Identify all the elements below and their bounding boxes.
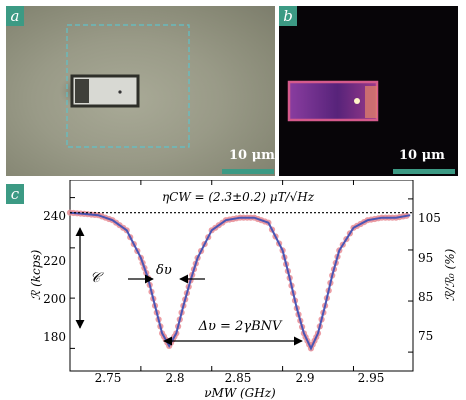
axis-ticks (69, 180, 413, 371)
optical-image-svg (59, 24, 190, 148)
y2-tick-label: 75 (418, 329, 433, 343)
y-tick-label: 240 (43, 209, 66, 223)
sensitivity-annotation: ηCW = (2.3±0.2) μT/√Hz (162, 190, 315, 204)
panel-c-label: c (6, 184, 24, 204)
x-tick-label: 2.8 (165, 371, 184, 385)
panel-a-label: a (6, 6, 24, 26)
panel-b-label: b (279, 6, 297, 26)
membrane-fluorescence (289, 82, 377, 120)
x-tick-label: 2.85 (225, 371, 252, 385)
x-tick-label: 2.75 (95, 371, 122, 385)
x-axis-label: νMW (GHz) (204, 386, 276, 400)
y2-tick-label: 85 (418, 290, 433, 304)
scan-region-box (66, 24, 190, 148)
fluorescence-map-svg (287, 80, 379, 122)
odmr-chart-svg: 2.75 2.8 2.85 2.9 2.95 180 200 220 240 7… (29, 180, 457, 400)
y2-tick-label: 105 (418, 211, 441, 225)
y-tick-label: 200 (43, 292, 66, 306)
linewidth-label: δυ (156, 263, 172, 278)
plot-frame (69, 180, 414, 372)
x-tick-label: 2.9 (295, 371, 314, 385)
x-tick-label: 2.95 (358, 371, 385, 385)
bright-spot (354, 98, 360, 104)
panel-b-fluorescence-map: b 10 μm (279, 6, 458, 176)
panel-a-optical-image: a 10 μm (6, 6, 275, 176)
panel-c-odmr-chart: 2.75 2.8 2.85 2.9 2.95 180 200 220 240 7… (0, 180, 466, 400)
y2-tick-label: 95 (418, 251, 433, 265)
y-tick-label: 220 (43, 254, 66, 268)
splitting-label: Δυ = 2γBNV (198, 319, 283, 334)
scale-label-a: 10 μm (229, 148, 275, 163)
y-axis-label: ℛ (kcps) (29, 249, 43, 300)
fit-line (69, 211, 411, 351)
contrast-label: 𝒞 (90, 270, 104, 286)
membrane-dot (118, 90, 122, 94)
scale-bar-b (393, 169, 455, 174)
membrane-dark-edge (75, 79, 89, 103)
scale-bar-a (222, 169, 274, 174)
y2-axis-label: ℛ/ℛ₀ (%) (443, 248, 457, 301)
scale-label-b: 10 μm (399, 148, 445, 163)
membrane-bright-end (365, 86, 377, 118)
y-tick-label: 180 (43, 330, 66, 344)
